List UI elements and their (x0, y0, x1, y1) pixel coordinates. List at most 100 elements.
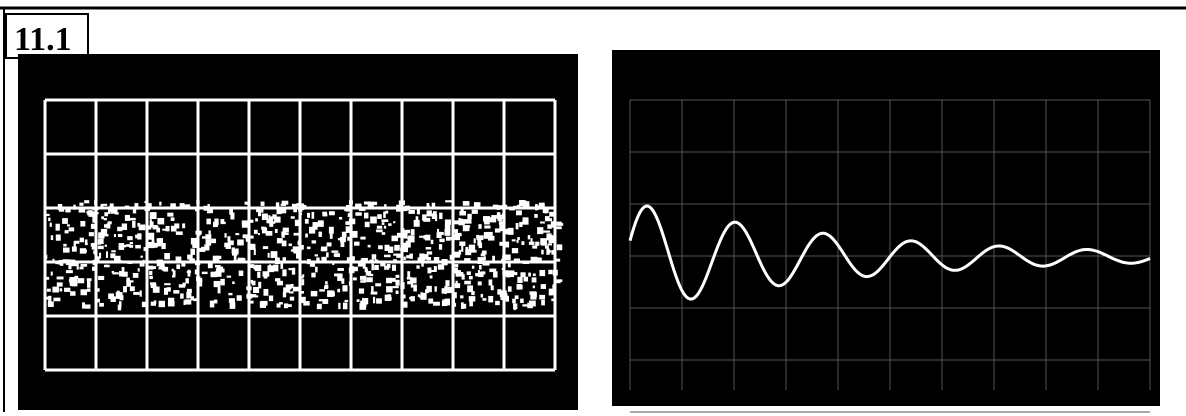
noise-dot (553, 270, 558, 276)
noise-dot (518, 211, 520, 213)
noise-dot (66, 259, 71, 265)
noise-dot (325, 285, 329, 288)
noise-dot (359, 208, 366, 211)
noise-dot (426, 247, 431, 250)
noise-dot (517, 237, 520, 240)
noise-dot (161, 243, 165, 249)
noise-dot (497, 289, 501, 295)
noise-dot (99, 303, 104, 307)
noise-dot (108, 209, 110, 214)
noise-dot (342, 232, 347, 238)
noise-dot (307, 259, 311, 264)
noise-dot (59, 206, 64, 211)
noise-dot (293, 287, 299, 292)
noise-dot (230, 302, 236, 309)
noise-dot (289, 291, 293, 293)
noise-dot (215, 271, 222, 277)
noise-dot (489, 269, 496, 273)
noise-dot (210, 301, 215, 308)
noise-dot (85, 239, 88, 244)
noise-dot (338, 238, 341, 240)
noise-dot (407, 271, 410, 277)
noise-dot (269, 221, 273, 226)
noise-dot (413, 285, 417, 292)
noise-dot (516, 223, 519, 229)
noise-dot (506, 296, 509, 302)
noise-dot (357, 299, 360, 302)
noise-dot (461, 304, 466, 309)
noise-dot (258, 233, 260, 235)
noise-dot (48, 296, 51, 302)
noise-dot (508, 228, 514, 235)
noise-dot (433, 302, 440, 306)
noise-dot (430, 275, 433, 278)
noise-dot (427, 203, 430, 208)
noise-dot (528, 273, 531, 277)
noise-dot (501, 259, 504, 263)
noise-dot (393, 254, 397, 256)
noise-dot (491, 215, 497, 219)
noise-dot (545, 246, 549, 249)
noise-dot (409, 297, 412, 299)
noise-dot (79, 267, 83, 270)
noise-dot (515, 295, 519, 299)
noise-dot (74, 241, 79, 244)
noise-dot (399, 200, 405, 204)
noise-dot (191, 238, 197, 245)
noise-dot (392, 265, 396, 271)
noise-dot (528, 235, 530, 239)
noise-dot (461, 246, 463, 252)
noise-dot (551, 299, 556, 301)
noise-dot (46, 214, 50, 216)
noise-dot (282, 201, 289, 205)
noise-dot (537, 227, 543, 234)
noise-dot (347, 237, 351, 241)
noise-dot (465, 247, 468, 249)
noise-dot (82, 302, 85, 308)
noise-dot (147, 266, 153, 270)
noise-dot (497, 205, 504, 209)
noise-dot (67, 224, 70, 226)
noise-dot (453, 253, 460, 257)
noise-dot (135, 235, 139, 239)
noise-dot (479, 265, 482, 270)
noise-dot (246, 294, 252, 299)
noise-dot (48, 218, 50, 222)
noise-dot (397, 233, 403, 238)
noise-dot (499, 221, 506, 225)
noise-dot (435, 286, 437, 291)
noise-dot (215, 265, 221, 267)
noise-dot (171, 226, 177, 232)
noise-dot (478, 281, 482, 285)
noise-dot (322, 299, 328, 304)
noise-dot (159, 301, 165, 307)
noise-dot (78, 278, 85, 283)
noise-dot (344, 208, 348, 212)
noise-dot (460, 219, 463, 224)
noise-dot (541, 284, 546, 289)
noise-dot (375, 283, 381, 286)
noise-dot (261, 301, 267, 306)
noise-dot (305, 219, 309, 224)
noise-dot (439, 239, 444, 243)
noise-dot (92, 216, 95, 223)
noise-dot (508, 286, 512, 291)
noise-dot (311, 273, 315, 278)
noise-dot (520, 272, 525, 277)
noise-dot (197, 278, 202, 283)
noise-dot (316, 258, 319, 261)
noise-dot (463, 201, 470, 206)
noise-dot (139, 224, 146, 230)
noise-dot (253, 287, 259, 293)
noise-dot (549, 212, 554, 217)
noise-dot (128, 280, 134, 282)
noise-dot (149, 271, 152, 275)
noise-dot (517, 277, 522, 283)
noise-dot (252, 294, 256, 297)
noise-dot (69, 279, 73, 282)
noise-dot (364, 213, 368, 219)
noise-dot (555, 259, 560, 262)
noise-dot (445, 219, 451, 224)
noise-dot (371, 286, 373, 292)
noise-dot (214, 219, 218, 226)
